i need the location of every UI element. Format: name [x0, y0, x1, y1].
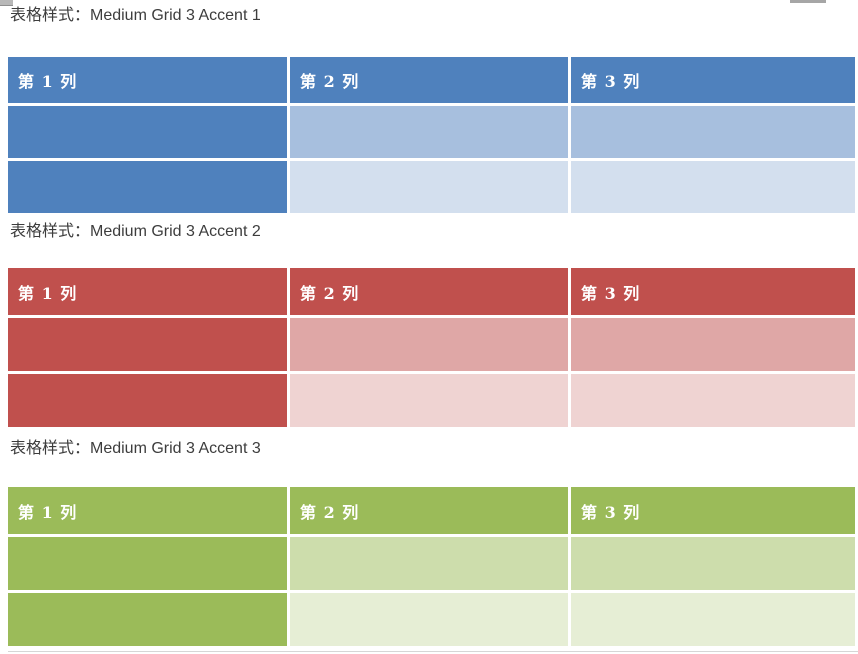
table-cell[interactable]: [571, 106, 855, 158]
header-cell-label: 第 3 列: [581, 72, 641, 91]
header-cell[interactable]: 第 2 列: [290, 57, 568, 103]
header-cell[interactable]: 第 3 列: [571, 57, 855, 103]
styled-table-accent2: 第 1 列 第 2 列 第 3 列: [8, 268, 855, 427]
header-cell-label: 第 3 列: [581, 283, 641, 303]
table-cell[interactable]: [8, 106, 287, 158]
table-cell[interactable]: [8, 318, 287, 371]
table-style-title-3: 表格样式：Medium Grid 3 Accent 3: [10, 440, 261, 457]
header-cell-label: 第 1 列: [18, 72, 78, 91]
table-cell[interactable]: [290, 318, 568, 371]
header-cell[interactable]: 第 2 列: [290, 487, 568, 534]
scrollbar-fragment[interactable]: [790, 0, 826, 3]
table-cell[interactable]: [571, 161, 855, 213]
table-cell[interactable]: [8, 593, 287, 646]
table-cell[interactable]: [290, 593, 568, 646]
header-cell[interactable]: 第 1 列: [8, 487, 287, 534]
header-cell-label: 第 3 列: [581, 502, 641, 522]
table-cell[interactable]: [290, 161, 568, 213]
table-style-title-2: 表格样式：Medium Grid 3 Accent 2: [10, 223, 261, 240]
header-cell-label: 第 1 列: [18, 283, 78, 303]
header-cell[interactable]: 第 1 列: [8, 268, 287, 315]
header-cell-label: 第 2 列: [300, 283, 360, 303]
table-cell[interactable]: [571, 593, 855, 646]
header-cell-label: 第 2 列: [300, 502, 360, 522]
header-cell-label: 第 1 列: [18, 502, 78, 522]
header-cell[interactable]: 第 3 列: [571, 268, 855, 315]
styled-table-accent3: 第 1 列 第 2 列 第 3 列: [8, 487, 855, 646]
table-style-title-1: 表格样式：Medium Grid 3 Accent 1: [10, 7, 261, 24]
header-cell[interactable]: 第 1 列: [8, 57, 287, 103]
header-cell[interactable]: 第 2 列: [290, 268, 568, 315]
table-cell[interactable]: [8, 161, 287, 213]
styled-table-accent1: 第 1 列 第 2 列 第 3 列: [8, 57, 855, 213]
table-cell[interactable]: [290, 374, 568, 427]
table-cell[interactable]: [8, 537, 287, 590]
header-cell-label: 第 2 列: [300, 72, 360, 91]
table-cell[interactable]: [571, 537, 855, 590]
table-cell[interactable]: [8, 374, 287, 427]
table-cell[interactable]: [571, 318, 855, 371]
page-bottom-divider: [8, 651, 858, 652]
table-cell[interactable]: [290, 106, 568, 158]
table-cell[interactable]: [290, 537, 568, 590]
table-cell[interactable]: [571, 374, 855, 427]
header-cell[interactable]: 第 3 列: [571, 487, 855, 534]
top-left-ui-fragment: [0, 0, 13, 6]
